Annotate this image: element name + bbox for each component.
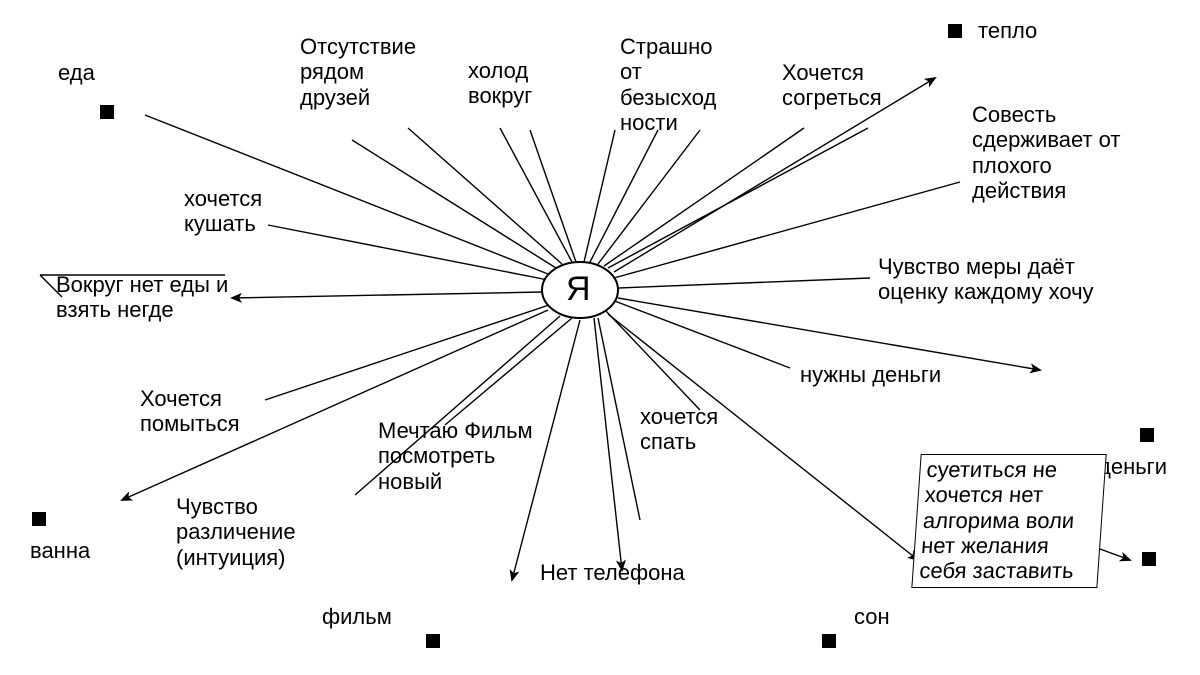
marker-m-vanna (32, 512, 46, 526)
label-suetitsya: суетиться не хочется нет алгорима воли н… (911, 454, 1106, 588)
label-dengi-nuzhny: нужны деньги (800, 362, 941, 387)
marker-m-dengi (1140, 428, 1154, 442)
edge (594, 318, 622, 570)
label-eda: еда (58, 60, 95, 85)
label-mechtayu: Мечтаю Фильм посмотреть новый (378, 418, 533, 494)
marker-m-eda (100, 105, 114, 119)
edge (232, 292, 542, 298)
label-mera: Чувство меры даёт оценку каждому хочу (878, 254, 1094, 305)
edge (604, 128, 804, 266)
marker-m-film (426, 634, 440, 648)
edge (352, 140, 556, 268)
edge (618, 278, 870, 288)
label-razlichenie: Чувство различение (интуиция) (176, 494, 296, 570)
edge (598, 318, 640, 520)
marker-m-teplo (948, 24, 962, 38)
label-teplo: тепло (978, 18, 1037, 43)
marker-m-son (822, 634, 836, 648)
label-strashno: Страшно от безысход ности (620, 34, 716, 135)
label-sovest: Совесть сдерживает от плохого действия (972, 102, 1121, 203)
label-vanna: ванна (30, 538, 90, 563)
edge (608, 128, 868, 268)
label-kushati: хочется кушать (184, 186, 262, 237)
label-film: фильм (322, 604, 392, 629)
label-vokrug-net: Вокруг нет еды и взять негде (56, 272, 228, 323)
center-node: Я (566, 270, 591, 309)
edge (605, 310, 700, 410)
edge (265, 304, 552, 400)
edge (618, 298, 1040, 370)
label-sogret: Хочется согреться (782, 60, 882, 111)
label-dengi: деньги (1098, 454, 1167, 479)
edge (598, 130, 700, 264)
label-pomytsya: Хочется помыться (140, 386, 240, 437)
edge (268, 225, 548, 280)
label-otsutstvie: Отсутствие рядом друзей (300, 34, 416, 110)
edge (612, 300, 790, 368)
edge (408, 128, 562, 264)
marker-m-right2 (1142, 552, 1156, 566)
label-telefon: Нет телефона (540, 560, 685, 585)
label-holod: холод вокруг (468, 58, 532, 109)
label-son: сон (854, 604, 890, 629)
label-spat: хочется спать (640, 404, 718, 455)
diagram-stage: Я еда Отсутствие рядом друзей холод вокруг… (0, 0, 1200, 675)
